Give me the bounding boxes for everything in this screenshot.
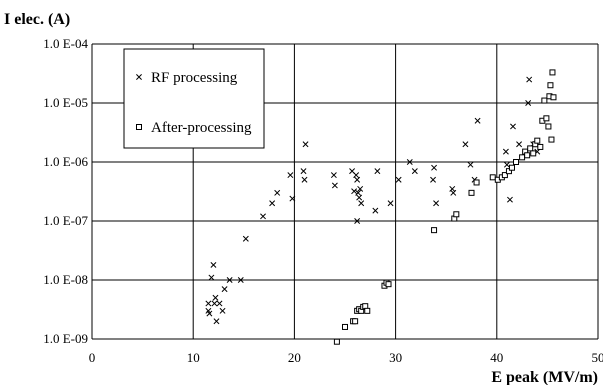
data-point-rf-processing — [270, 201, 275, 206]
legend-marker-after-processing — [137, 125, 142, 130]
data-point-after-processing — [432, 228, 437, 233]
data-point-rf-processing — [507, 197, 512, 202]
data-point-rf-processing — [503, 149, 508, 154]
x-tick-label: 30 — [389, 350, 402, 365]
data-point-after-processing — [544, 116, 549, 121]
data-point-rf-processing — [451, 190, 456, 195]
data-point-rf-processing — [222, 287, 227, 292]
data-point-after-processing — [525, 153, 530, 158]
data-point-rf-processing — [516, 142, 521, 147]
data-point-rf-processing — [357, 195, 362, 200]
data-point-rf-processing — [214, 319, 219, 324]
data-point-after-processing — [454, 212, 459, 217]
data-point-rf-processing — [331, 172, 336, 177]
data-point-after-processing — [469, 190, 474, 195]
data-point-after-processing — [334, 339, 339, 344]
data-point-after-processing — [542, 98, 547, 103]
x-tick-label: 40 — [490, 350, 503, 365]
data-point-rf-processing — [217, 301, 222, 306]
data-point-rf-processing — [396, 177, 401, 182]
data-point-after-processing — [520, 155, 525, 160]
data-point-after-processing — [343, 324, 348, 329]
data-point-rf-processing — [211, 262, 216, 267]
data-point-rf-processing — [359, 201, 364, 206]
y-tick-label: 1.0 E-07 — [43, 213, 88, 228]
y-tick-label: 1.0 E-06 — [43, 154, 88, 169]
data-point-rf-processing — [275, 190, 280, 195]
data-point-rf-processing — [504, 162, 509, 167]
legend-square-marker — [137, 125, 142, 130]
data-point-rf-processing — [206, 301, 211, 306]
data-point-rf-processing — [303, 142, 308, 147]
data-point-rf-processing — [301, 169, 306, 174]
y-tick-label: 1.0 E-05 — [43, 95, 88, 110]
y-tick-label: 1.0 E-08 — [43, 272, 88, 287]
y-tick-label: 1.0 E-09 — [43, 331, 88, 346]
data-point-after-processing — [528, 146, 533, 151]
x-tick-label: 20 — [288, 350, 301, 365]
x-tick-label: 10 — [187, 350, 200, 365]
legend-label-after-processing: After-processing — [151, 120, 252, 136]
x-tick-label: 0 — [89, 350, 96, 365]
data-point-rf-processing — [212, 301, 217, 306]
data-point-after-processing — [538, 144, 543, 149]
data-point-rf-processing — [431, 165, 436, 170]
data-point-after-processing — [551, 95, 556, 100]
data-point-rf-processing — [475, 118, 480, 123]
data-point-after-processing — [365, 308, 370, 313]
legend-label-rf-processing: RF processing — [151, 70, 238, 86]
y-axis-title: I elec. (A) — [4, 11, 70, 28]
data-point-rf-processing — [430, 177, 435, 182]
data-point-rf-processing — [355, 177, 360, 182]
data-point-rf-processing — [288, 172, 293, 177]
x-axis-title: E peak (MV/m) — [491, 369, 598, 385]
data-point-after-processing — [531, 151, 536, 156]
data-point-rf-processing — [510, 124, 515, 129]
data-point-after-processing — [474, 180, 479, 185]
data-point-rf-processing — [260, 214, 265, 219]
data-point-after-processing — [546, 124, 551, 129]
data-point-rf-processing — [332, 183, 337, 188]
data-point-rf-processing — [463, 142, 468, 147]
x-tick-label: 50 — [592, 350, 603, 365]
data-point-after-processing — [550, 70, 555, 75]
data-point-rf-processing — [302, 177, 307, 182]
data-point-rf-processing — [375, 169, 380, 174]
data-point-after-processing — [548, 83, 553, 88]
data-point-rf-processing — [243, 236, 248, 241]
data-point-rf-processing — [220, 308, 225, 313]
data-point-rf-processing — [527, 77, 532, 82]
data-point-rf-processing — [373, 208, 378, 213]
data-point-after-processing — [509, 165, 514, 170]
data-point-after-processing — [353, 319, 358, 324]
data-point-after-processing — [490, 175, 495, 180]
data-point-rf-processing — [213, 295, 218, 300]
legend: RF processing After-processing — [124, 49, 264, 148]
data-point-rf-processing — [354, 172, 359, 177]
data-point-after-processing — [386, 282, 391, 287]
data-point-rf-processing — [468, 162, 473, 167]
data-point-rf-processing — [209, 275, 214, 280]
data-point-after-processing — [549, 137, 554, 142]
data-point-rf-processing — [433, 201, 438, 206]
data-point-rf-processing — [388, 201, 393, 206]
y-tick-label: 1.0 E-04 — [43, 36, 88, 51]
data-point-rf-processing — [412, 169, 417, 174]
data-point-after-processing — [535, 138, 540, 143]
data-point-after-processing — [514, 160, 519, 165]
